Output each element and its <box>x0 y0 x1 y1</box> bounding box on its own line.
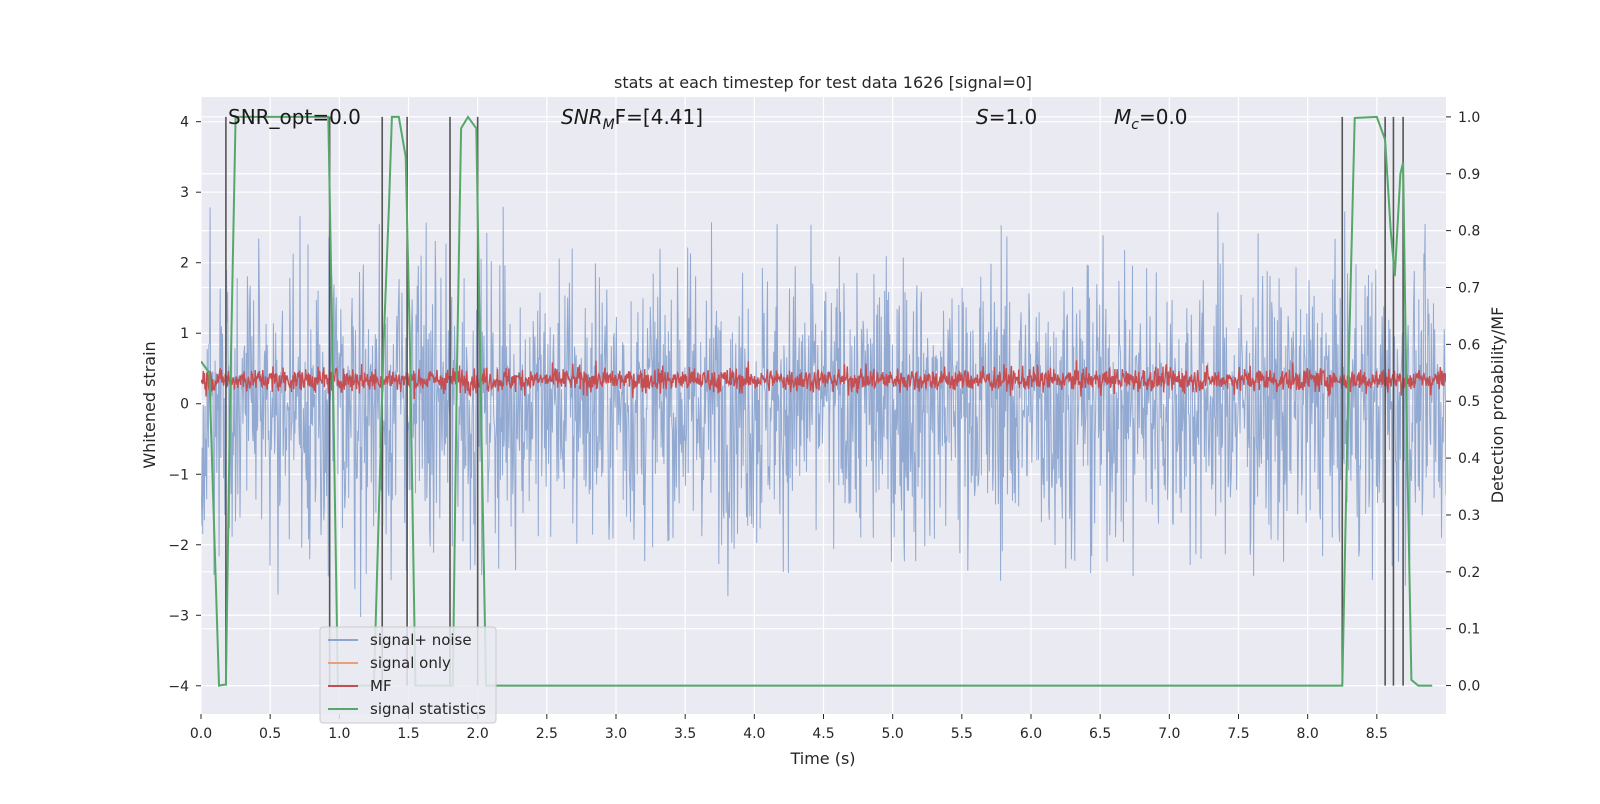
y-left-tick-label-7: 3 <box>180 185 189 201</box>
x-tick-label-1: 0.5 <box>259 726 281 742</box>
x-tick-label-2: 1.0 <box>328 726 350 742</box>
y-right-tick-label-9: 0.9 <box>1458 167 1480 183</box>
annotation-mc: Mc=0.0 <box>1114 105 1188 133</box>
y-left-tick-label-2: −2 <box>168 538 189 554</box>
y-left-tick-label-5: 1 <box>180 326 189 342</box>
y-axis-right-label: Detection probability/MF <box>1488 307 1507 504</box>
legend-label-signal-only: signal only <box>370 654 451 672</box>
y-right-tick-label-4: 0.4 <box>1458 451 1480 467</box>
x-tick-label-5: 2.5 <box>536 726 558 742</box>
x-tick-label-15: 7.5 <box>1227 726 1249 742</box>
x-tick-label-16: 8.0 <box>1297 726 1319 742</box>
legend: signal+ noise signal only MF signal stat… <box>319 626 497 724</box>
chart-title: stats at each timestep for test data 162… <box>614 73 1032 92</box>
x-tick-label-4: 2.0 <box>467 726 489 742</box>
x-tick-label-14: 7.0 <box>1158 726 1180 742</box>
line-mf <box>201 360 1446 400</box>
y-right-tick-label-2: 0.2 <box>1458 565 1480 581</box>
legend-label-signal-noise: signal+ noise <box>370 631 472 649</box>
annotation-snr-mf: SNRMF=[4.41] <box>561 105 703 133</box>
x-tick-label-10: 5.0 <box>882 726 904 742</box>
y-right-tick-label-0: 0.0 <box>1458 679 1480 695</box>
x-tick-label-12: 6.0 <box>1020 726 1042 742</box>
y-left-tick-label-3: −1 <box>168 467 189 483</box>
legend-label-signal-statistics: signal statistics <box>370 700 486 718</box>
y-right-tick-label-6: 0.6 <box>1458 337 1480 353</box>
y-right-tick-label-5: 0.5 <box>1458 394 1480 410</box>
y-right-tick-label-10: 1.0 <box>1458 110 1480 126</box>
legend-box <box>319 626 497 724</box>
y-left-tick-label-4: 0 <box>180 397 189 413</box>
x-tick-label-3: 1.5 <box>397 726 419 742</box>
x-tick-label-8: 4.0 <box>743 726 765 742</box>
annotation-mc-symbol: M <box>1114 105 1131 129</box>
annotation-mc-subscript: c <box>1131 117 1139 133</box>
legend-label-mf: MF <box>370 677 392 695</box>
x-tick-label-11: 5.5 <box>951 726 973 742</box>
y-axis-left-ticks: −4 −3 −2 −1 0 1 2 3 4 <box>168 115 201 695</box>
x-tick-label-7: 3.5 <box>674 726 696 742</box>
series-mf <box>201 360 1446 400</box>
y-right-tick-label-7: 0.7 <box>1458 281 1480 297</box>
plot-content <box>201 115 1446 687</box>
x-tick-label-13: 6.5 <box>1089 726 1111 742</box>
annotation-s-value: =1.0 <box>989 105 1038 129</box>
y-right-tick-label-3: 0.3 <box>1458 508 1480 524</box>
x-tick-label-9: 4.5 <box>812 726 834 742</box>
x-axis-ticks: 0.0 0.5 1.0 1.5 2.0 2.5 3.0 3.5 4.0 4.5 5.0 5.5 6.0 6… <box>190 714 1388 742</box>
y-left-tick-label-1: −3 <box>168 608 189 624</box>
y-right-tick-label-8: 0.8 <box>1458 224 1480 240</box>
y-axis-right-ticks: 0.0 0.1 0.2 0.3 0.4 0.5 0.6 0.7 0.8 0.9 1.0 <box>1446 110 1480 695</box>
annotation-s: S=1.0 <box>976 105 1037 129</box>
x-tick-label-0: 0.0 <box>190 726 212 742</box>
annotation-mc-value: =0.0 <box>1139 105 1188 129</box>
y-right-tick-label-1: 0.1 <box>1458 622 1480 638</box>
series-signal-statistics <box>201 115 1433 687</box>
line-signal-statistics <box>201 115 1433 687</box>
annotation-snr-mf-subscript: M <box>603 117 615 133</box>
annotation-s-symbol: S <box>976 105 989 129</box>
y-left-tick-label-8: 4 <box>180 115 189 131</box>
x-tick-label-17: 8.5 <box>1366 726 1388 742</box>
y-axis-left-label: Whitened strain <box>140 341 159 468</box>
annotation-snr-mf-symbol: SNR <box>561 105 603 129</box>
y-left-tick-label-6: 2 <box>180 256 189 272</box>
y-left-tick-label-0: −4 <box>168 679 189 695</box>
x-tick-label-6: 3.0 <box>605 726 627 742</box>
annotation-snr-opt: SNR_opt=0.0 <box>228 105 361 129</box>
x-axis-label: Time (s) <box>789 749 855 768</box>
annotation-snr-mf-value: F=[4.41] <box>615 105 703 129</box>
